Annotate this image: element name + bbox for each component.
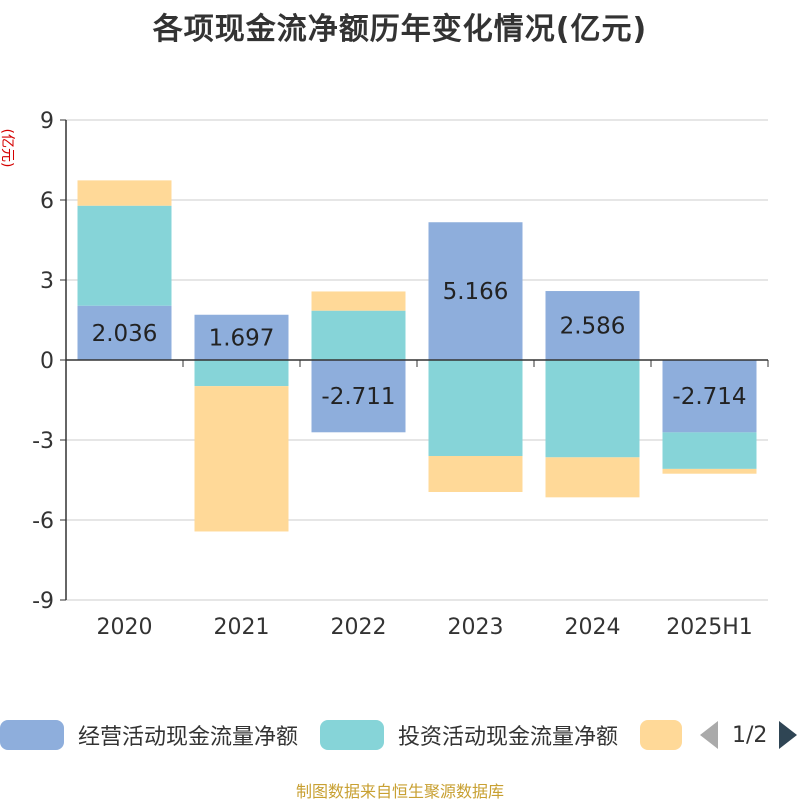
bar-investing-2024 [545,360,640,458]
legend-item-investing[interactable]: 投资活动现金流量净额 [320,718,618,752]
y-tick-label: 0 [40,349,54,374]
y-tick-label: -3 [32,429,54,454]
data-label-2023: 5.166 [443,279,509,305]
legend-swatch-operating [0,720,64,750]
y-tick-label: -9 [32,589,54,614]
legend-label-operating: 经营活动现金流量净额 [78,725,299,750]
bar-operating-2024 [545,291,640,360]
bar-financing-2020 [77,180,172,206]
y-tick-label: -6 [32,509,54,534]
data-label-2024: 2.586 [560,314,626,340]
bar-operating-2020 [77,305,172,360]
x-tick-label-2020: 2020 [97,615,153,640]
bar-investing-2023 [428,360,523,456]
bar-financing-2025H1 [662,468,757,474]
bar-financing-2021 [194,386,289,532]
legend-swatch-investing [320,720,384,750]
legend-next-page-icon[interactable] [779,721,798,749]
x-tick-label-2021: 2021 [214,615,270,640]
legend-item-operating[interactable]: 经营活动现金流量净额 [0,718,298,752]
y-tick-label: 3 [40,269,54,294]
y-tick-label: 6 [40,189,54,214]
x-tick-label-2025H1: 2025H1 [666,615,753,640]
legend-pager: 1/2 [700,720,798,750]
legend: 经营活动现金流量净额 投资活动现金流量净额 1/2 [0,712,800,758]
data-label-2022: -2.711 [321,384,395,410]
bar-financing-2023 [428,456,523,492]
bar-financing-2022 [311,291,406,311]
bar-operating-2025H1 [662,360,757,433]
y-tick-label: 9 [40,109,54,134]
data-label-2021: 1.697 [209,325,275,351]
legend-page-indicator: 1/2 [732,722,768,748]
bar-investing-2025H1 [662,432,757,469]
legend-prev-page-icon[interactable] [700,721,718,749]
bar-financing-2024 [545,457,640,498]
bar-operating-2021 [194,314,289,360]
bar-operating-2022 [311,360,406,433]
bar-operating-2023 [428,222,523,360]
x-tick-label-2023: 2023 [448,615,504,640]
bar-investing-2020 [77,205,172,306]
x-tick-label-2022: 2022 [331,615,387,640]
legend-item-financing[interactable] [640,718,696,752]
x-tick-label-2024: 2024 [565,615,621,640]
bar-investing-2021 [194,360,289,387]
legend-swatch-financing [640,720,682,750]
chart-title: 各项现金流净额历年变化情况(亿元) [152,12,648,47]
data-label-2020: 2.036 [92,321,158,347]
data-label-2025H1: -2.714 [672,384,746,410]
bar-investing-2022 [311,310,406,360]
stacked-bar-chart: 9 6 3 0 -3 -6 -9 2.036 1.697 -2.711 5.166 2.586 -2.7… [32,109,769,640]
source-note: 制图数据来自恒生聚源数据库 [295,782,504,801]
legend-label-investing: 投资活动现金流量净额 [398,725,619,750]
